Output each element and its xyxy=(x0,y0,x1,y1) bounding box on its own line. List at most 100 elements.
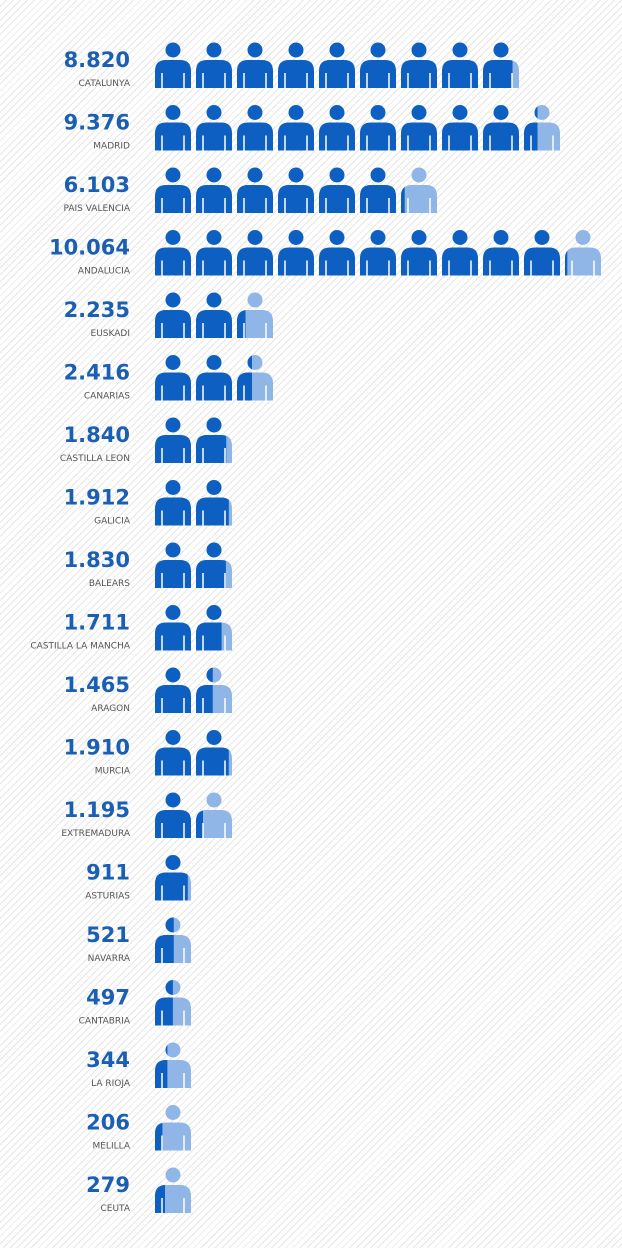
icon-head xyxy=(165,1105,181,1120)
icon-part xyxy=(155,792,191,839)
icon-body xyxy=(155,372,191,401)
icon-head xyxy=(288,105,304,120)
category-label: EUSKADI xyxy=(91,329,130,339)
icon-part xyxy=(360,167,396,214)
icon-part xyxy=(278,105,314,152)
icon-body xyxy=(401,122,437,151)
pictogram-row xyxy=(155,230,601,277)
pictogram-row xyxy=(155,730,232,777)
icon-head xyxy=(247,292,263,308)
icon-part xyxy=(401,167,437,214)
icon-body xyxy=(155,1122,191,1151)
icon-part xyxy=(237,230,273,277)
icon-head xyxy=(206,480,222,495)
value-label: 1.465 xyxy=(64,673,130,697)
category-label: CATALUNYA xyxy=(78,79,130,89)
icon-head xyxy=(411,42,427,58)
icon-body xyxy=(196,810,232,838)
icon-body xyxy=(155,497,191,526)
icon-part xyxy=(237,42,273,89)
value-label: 6.103 xyxy=(64,173,130,197)
icon-head xyxy=(411,167,427,183)
icon-head xyxy=(370,105,386,120)
icon-body xyxy=(237,310,273,338)
icon-body xyxy=(442,122,478,151)
icon-part xyxy=(319,42,355,89)
icon-body xyxy=(319,185,355,213)
icon-head xyxy=(165,1042,181,1058)
pictogram-row xyxy=(155,105,560,152)
icon-body xyxy=(319,122,355,151)
icon-head xyxy=(370,167,386,183)
icon-head xyxy=(165,792,181,808)
category-label: CANTABRIA xyxy=(79,1017,131,1027)
icon-body xyxy=(360,122,396,151)
icon-part xyxy=(155,855,188,902)
icon-part xyxy=(155,730,191,777)
icon-head xyxy=(206,105,222,120)
icon-part xyxy=(360,230,396,277)
icon-part xyxy=(155,230,191,277)
icon-part xyxy=(483,42,513,89)
icon-part xyxy=(196,480,229,527)
icon-head xyxy=(452,105,468,120)
icon-head xyxy=(247,105,263,120)
icon-body xyxy=(155,747,191,776)
icon-head xyxy=(165,167,181,183)
icon-part xyxy=(401,42,437,89)
icon-part xyxy=(237,105,273,152)
icon-body xyxy=(401,60,437,88)
icon-head xyxy=(165,105,181,120)
icon-body xyxy=(278,185,314,213)
icon-part xyxy=(196,417,227,464)
icon-part xyxy=(155,1105,191,1152)
icon-head xyxy=(206,730,222,745)
icon-part xyxy=(442,42,478,89)
icon-part xyxy=(319,230,355,277)
icon-body xyxy=(155,935,174,963)
icon-body xyxy=(401,187,405,213)
icon-part xyxy=(155,292,191,339)
pictogram-row xyxy=(155,1167,191,1214)
icon-part xyxy=(155,42,191,89)
icon-head xyxy=(165,417,181,433)
icon-part xyxy=(401,105,437,152)
icon-body xyxy=(196,122,232,151)
category-label: CASTILLA LEON xyxy=(60,454,130,464)
icon-head xyxy=(247,167,263,183)
value-label: 206 xyxy=(86,1111,130,1135)
icon-head xyxy=(329,42,345,58)
value-label: 1.195 xyxy=(64,798,130,822)
icon-part xyxy=(278,167,314,214)
icon-head xyxy=(206,605,222,620)
icon-head xyxy=(206,355,222,370)
icon-part xyxy=(237,292,273,339)
icon-head xyxy=(329,230,345,245)
icon-body xyxy=(196,310,232,338)
value-label: 279 xyxy=(86,1173,130,1197)
icon-head xyxy=(206,42,222,58)
icon-head xyxy=(206,292,222,308)
icon-part xyxy=(196,730,229,777)
icon-head xyxy=(452,42,468,58)
icon-part xyxy=(155,1045,168,1089)
icon-body xyxy=(442,60,478,88)
icon-head xyxy=(165,480,181,495)
icon-body xyxy=(360,185,396,213)
value-label: 8.820 xyxy=(64,48,130,72)
icon-head xyxy=(370,230,386,245)
icon-body xyxy=(237,60,273,88)
pictogram-row xyxy=(155,167,437,214)
icon-head xyxy=(165,42,181,58)
icon-part xyxy=(155,1122,163,1152)
icon-part xyxy=(155,417,191,464)
icon-head xyxy=(165,292,181,308)
icon-part xyxy=(442,230,478,277)
value-label: 2.235 xyxy=(64,298,130,322)
icon-body xyxy=(155,1060,168,1088)
icon-body xyxy=(155,622,191,651)
pictogram-row xyxy=(155,605,232,652)
icon-body xyxy=(155,60,191,88)
icon-part xyxy=(483,230,519,277)
icon-head xyxy=(493,105,509,120)
